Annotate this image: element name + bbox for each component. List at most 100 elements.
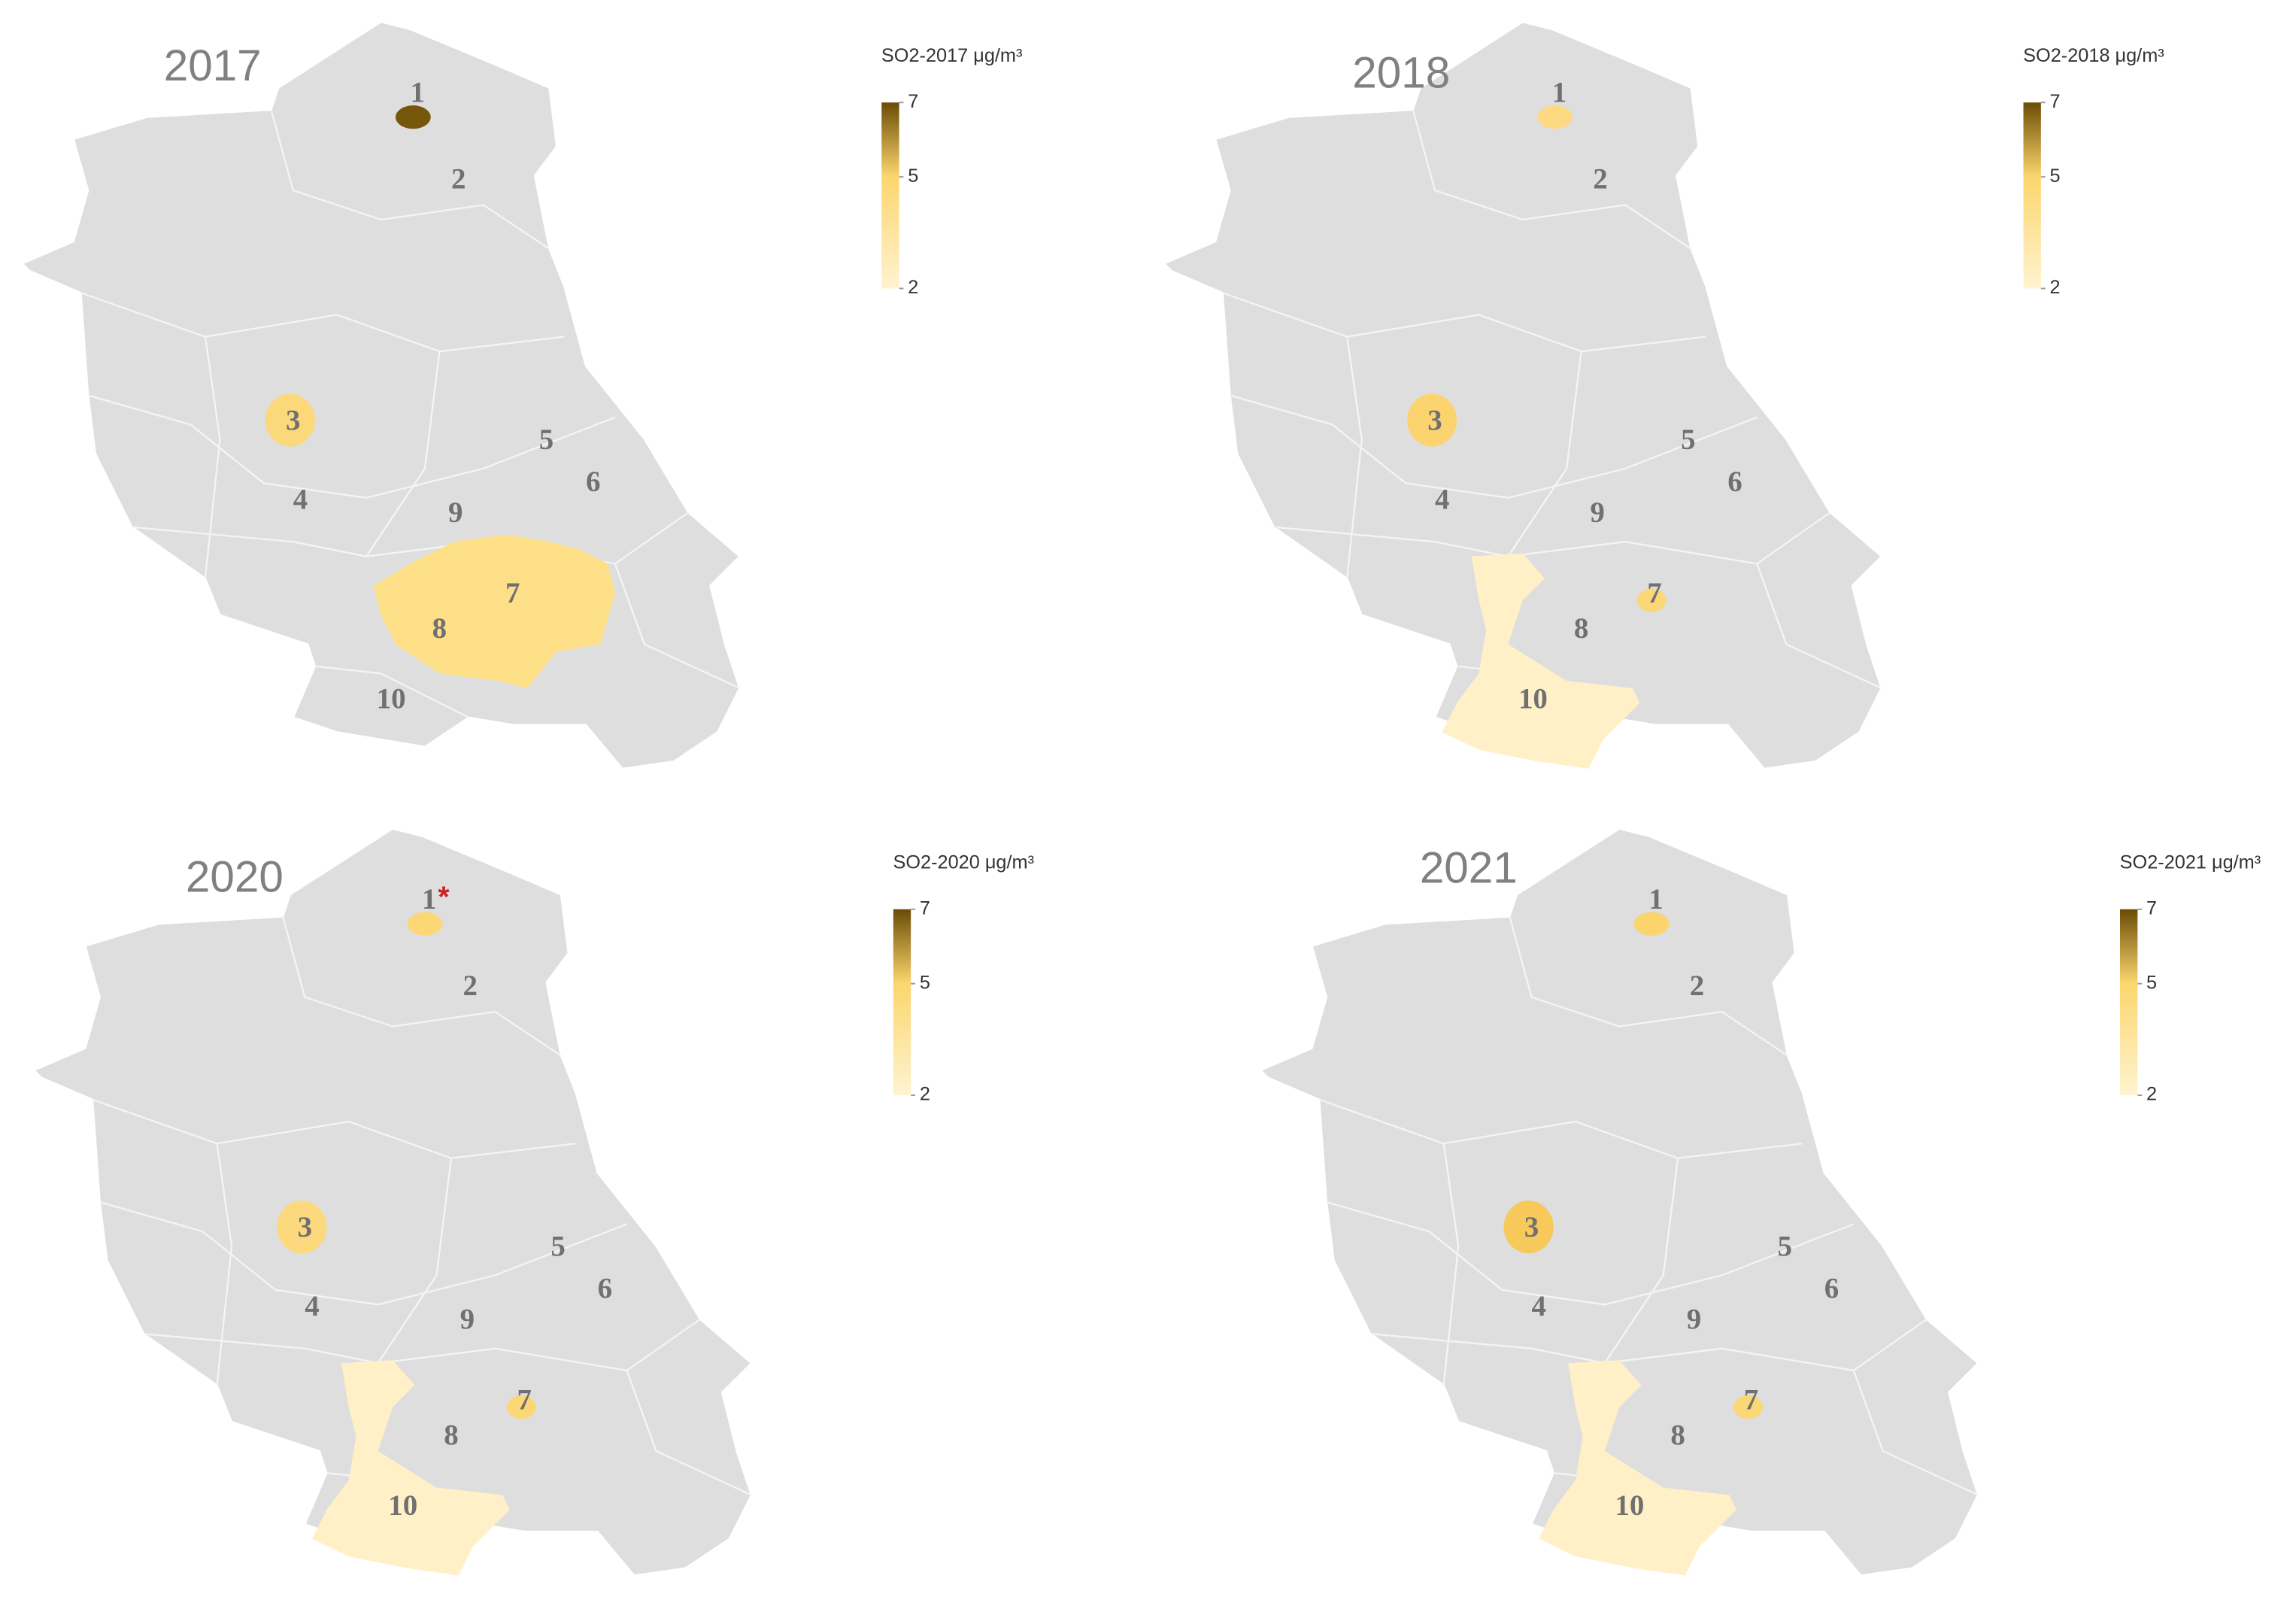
region-outline — [20, 20, 742, 770]
legend-tick-label: 7 — [908, 91, 918, 112]
district-label: 10 — [1615, 1489, 1644, 1522]
district-label: 6 — [586, 466, 600, 498]
highlighted-district — [407, 912, 443, 936]
highlighted-district — [506, 1395, 536, 1419]
district-border — [1318, 1098, 1803, 1159]
district-label: 10 — [1518, 682, 1548, 715]
district-label: 8 — [432, 612, 447, 645]
legend-tick-label: 5 — [2050, 165, 2061, 187]
district-label: 2 — [1593, 162, 1607, 195]
district-border — [281, 916, 562, 1057]
district-label: 1 — [1648, 883, 1663, 915]
district-label: 4 — [1435, 484, 1449, 516]
district-label: 3 — [286, 404, 300, 436]
district-border — [216, 1143, 233, 1386]
highlighted-district — [395, 105, 431, 129]
district-label: 2 — [1690, 970, 1704, 1002]
district-border — [1412, 109, 1692, 250]
district-label: 3 — [298, 1211, 312, 1243]
legend-tick-label: 5 — [908, 165, 918, 187]
district-border — [377, 1158, 453, 1364]
legend-title: SO2-2020 μg/m³ — [893, 852, 1034, 873]
district-label: 10 — [377, 682, 406, 715]
legend-tick-label: 7 — [2146, 897, 2157, 918]
district-label: 7 — [1744, 1384, 1758, 1416]
legend-tick-label: 7 — [920, 897, 930, 918]
highlighted-district — [1503, 1201, 1554, 1254]
district-border — [1442, 1143, 1460, 1386]
highlighted-district — [1636, 588, 1667, 612]
district-label: 5 — [550, 1230, 565, 1262]
district-label: 8 — [1574, 612, 1588, 645]
district-label: 8 — [444, 1419, 458, 1451]
district-border — [1509, 916, 1788, 1057]
district-border — [1222, 292, 1706, 353]
district-label: 6 — [598, 1273, 612, 1305]
legend-tick-label: 7 — [2050, 91, 2061, 112]
district-label: 9 — [1687, 1304, 1701, 1336]
legend-title: SO2-2017 μg/m³ — [881, 45, 1023, 66]
district-border — [99, 1201, 627, 1306]
year-title: 2018 — [1352, 49, 1450, 98]
district-label: 9 — [460, 1304, 475, 1336]
district-border — [1273, 512, 1831, 565]
map-panel: 1 2 3 4 5 6 7 8 9 10 2021 SO2-2021 μg/m³ 7 5 2 — [1259, 827, 2261, 1577]
district-border — [132, 512, 689, 565]
district-label: 9 — [1590, 496, 1604, 529]
district-border — [270, 109, 550, 250]
district-label: 7 — [517, 1384, 532, 1416]
color-bar — [893, 909, 911, 1095]
district-border — [1603, 1158, 1679, 1364]
district-border — [204, 336, 221, 578]
district-border — [80, 292, 564, 353]
region-outline — [32, 827, 753, 1577]
highlighted-district — [1633, 912, 1670, 936]
region-outline — [1259, 827, 1979, 1577]
district-border — [144, 1318, 701, 1372]
district-label: 1 — [410, 76, 424, 108]
legend-tick-label: 5 — [2146, 972, 2157, 993]
color-bar — [881, 102, 899, 289]
district-label: 1 — [422, 883, 436, 915]
year-title: 2017 — [164, 41, 262, 90]
district-label: 4 — [305, 1290, 319, 1322]
district-label: 2 — [463, 970, 478, 1002]
highlighted-district — [1539, 1360, 1736, 1576]
legend-tick-label: 5 — [920, 972, 930, 993]
highlighted-district — [1407, 393, 1457, 447]
district-border — [92, 1098, 576, 1159]
region-outline — [1162, 20, 1883, 770]
district-label: 6 — [1824, 1273, 1839, 1305]
highlighted-district — [312, 1360, 510, 1576]
highlighted-district — [265, 393, 315, 447]
district-border — [1756, 563, 1882, 689]
district-label: 5 — [1777, 1230, 1791, 1262]
district-border — [1230, 394, 1758, 499]
highlighted-district — [1733, 1395, 1764, 1419]
district-border — [1852, 1370, 1979, 1496]
district-label: 7 — [1647, 577, 1661, 609]
district-border — [314, 665, 469, 718]
district-border — [1326, 1201, 1855, 1306]
district-border — [365, 351, 441, 557]
legend-tick-label: 2 — [2146, 1084, 2157, 1105]
legend-tick-label: 2 — [908, 277, 918, 298]
district-label: 7 — [505, 577, 520, 609]
district-border — [1346, 336, 1363, 578]
highlighted-district — [1442, 553, 1640, 769]
highlighted-district — [373, 534, 615, 688]
legend-tick-label: 2 — [920, 1084, 930, 1105]
color-bar — [2023, 102, 2041, 289]
district-label: 6 — [1727, 466, 1742, 498]
year-title: 2020 — [186, 852, 284, 901]
color-bar — [2119, 909, 2138, 1095]
district-label: 9 — [448, 496, 463, 529]
district-border — [87, 394, 616, 499]
district-label: 2 — [451, 162, 466, 195]
highlighted-district — [277, 1201, 327, 1254]
district-border — [1370, 1318, 1927, 1372]
district-border — [614, 563, 740, 689]
